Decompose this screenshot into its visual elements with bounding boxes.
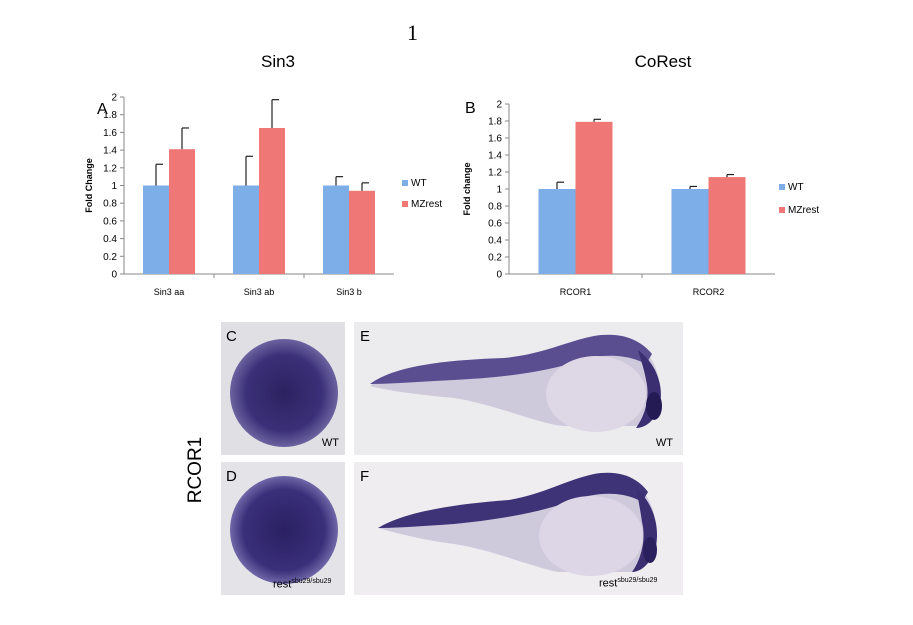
corest-y-tick-label: 0.4	[488, 236, 502, 247]
sin3-y-label: Fold Change	[84, 158, 94, 213]
sin3-y-tick-label: 0	[111, 270, 117, 281]
embryo-d-disc	[230, 476, 338, 584]
sin3-y-tick-label: 1	[111, 181, 117, 192]
sin3-legend-label: MZrest	[411, 199, 442, 210]
corest-bar-mzrest	[575, 121, 613, 274]
panel-e-letter: E	[360, 328, 371, 345]
corest-y-tick-label: 0	[496, 270, 502, 281]
corest-category-label: RCOR2	[693, 287, 725, 297]
corest-y-tick-label: 1.4	[488, 151, 502, 162]
panel-f-image: F restsbu29/sbu29	[354, 462, 683, 595]
corest-y-tick-label: 1.6	[488, 134, 502, 145]
corest-y-tick-label: 2	[496, 100, 502, 111]
rcor1-side-label: RCOR1	[185, 436, 206, 504]
embryo-c-disc	[230, 339, 338, 447]
sin3-legend-swatch	[402, 201, 408, 207]
sin3-y-tick-label: 0.8	[103, 199, 117, 210]
sin3-y-tick-label: 0.6	[103, 216, 117, 227]
panel-c-caption: WT	[321, 437, 339, 449]
corest-y-tick-label: 0.2	[488, 253, 502, 264]
panel-a-letter: A	[97, 101, 108, 118]
panel-d-caption-sup: sbu29/sbu29	[291, 578, 332, 586]
corest-bar-mzrest	[708, 177, 746, 274]
panel-f-letter: F	[360, 468, 370, 485]
corest-legend-label: MZrest	[788, 205, 819, 216]
corest-y-label: Fold change	[462, 162, 472, 215]
corest-category-label: RCOR1	[560, 287, 592, 297]
embryo-e-illustration	[370, 334, 662, 432]
panel-d-letter: D	[226, 468, 237, 485]
sin3-category-label: Sin3 b	[336, 287, 362, 297]
panel-c-letter: C	[226, 328, 237, 345]
panel-d-caption: restsbu29/sbu29	[273, 578, 331, 591]
sin3-y-tick-label: 1.2	[103, 163, 117, 174]
panel-d-image: D restsbu29/sbu29	[221, 462, 345, 595]
sin3-bar-mzrest	[349, 190, 375, 274]
panel-f-caption-sup: sbu29/sbu29	[617, 577, 658, 585]
sin3-y-tick-label: 2	[111, 93, 117, 104]
corest-legend-swatch	[779, 184, 785, 190]
corest-y-tick-label: 1.8	[488, 117, 502, 128]
sin3-chart-title: Sin3	[261, 52, 295, 71]
panel-c-image: C WT	[221, 322, 345, 455]
corest-y-tick-label: 0.6	[488, 219, 502, 230]
sin3-category-label: Sin3 aa	[154, 287, 185, 297]
sin3-y-tick-label: 0.2	[103, 252, 117, 263]
corest-y-tick-label: 1	[496, 185, 502, 196]
sin3-bar-wt	[323, 185, 349, 274]
embryo-d-illustration	[230, 476, 338, 584]
sin3-y-tick-label: 0.4	[103, 234, 117, 245]
corest-y-tick-label: 0.8	[488, 202, 502, 213]
sin3-category-label: Sin3 ab	[244, 287, 275, 297]
sin3-y-tick-label: 1.8	[103, 110, 117, 121]
sin3-bar-wt	[233, 185, 259, 274]
sin3-legend-label: WT	[411, 178, 427, 189]
panel-e-caption: WT	[655, 437, 673, 449]
panel-b-letter: B	[465, 100, 476, 117]
sin3-legend-swatch	[402, 180, 408, 186]
sin3-bar-mzrest	[259, 127, 285, 274]
panel-d-caption-base: rest	[273, 579, 292, 591]
sin3-bar-mzrest	[169, 149, 195, 274]
corest-legend-swatch	[779, 207, 785, 213]
corest-chart-title: CoRest	[635, 52, 692, 71]
panel-f-caption-base: rest	[599, 578, 618, 590]
embryo-c-illustration	[230, 339, 338, 447]
sin3-y-tick-label: 1.6	[103, 128, 117, 139]
corest-legend-label: WT	[788, 182, 804, 193]
page-number: 1	[407, 20, 418, 45]
embryo-f-illustration	[378, 472, 658, 576]
corest-y-tick-label: 1.2	[488, 168, 502, 179]
corest-bar-wt	[538, 189, 576, 274]
corest-bar-wt	[671, 189, 709, 274]
panel-f-caption: restsbu29/sbu29	[599, 577, 657, 590]
sin3-y-tick-label: 1.4	[103, 146, 117, 157]
sin3-bar-wt	[143, 185, 169, 274]
panel-e-image: E WT	[354, 322, 683, 455]
